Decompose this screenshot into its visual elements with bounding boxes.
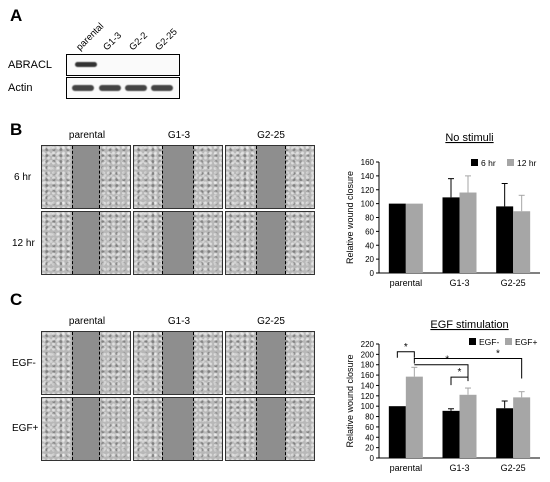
significance-bracket <box>413 358 523 379</box>
bar <box>388 203 406 273</box>
y-tick-label: 200 <box>361 350 375 359</box>
blot-strip-abracl <box>66 54 180 76</box>
bar <box>442 410 460 458</box>
x-tick-label: parental <box>390 278 423 288</box>
y-tick-label: 180 <box>361 361 375 370</box>
legend-swatch <box>505 338 512 345</box>
y-tick-label: 120 <box>361 186 375 195</box>
condition-label: parental <box>68 316 106 327</box>
micrograph-b-g1-3-6hr <box>133 145 223 209</box>
condition-label: parental <box>68 130 106 141</box>
panel-label-a: A <box>10 6 23 25</box>
row-label: 6 hr <box>14 172 32 183</box>
lane-label-g2-2: G2-2 <box>127 30 150 53</box>
band-actin-g2-2 <box>125 85 147 91</box>
bar <box>513 211 531 273</box>
micrograph-c-g1-3-egf-minus <box>133 331 223 395</box>
blot-strip-actin <box>66 77 180 99</box>
y-tick-label: 0 <box>370 454 375 463</box>
x-tick-label: parental <box>390 463 423 473</box>
micrograph-c-g2-25-egf-plus <box>225 397 315 461</box>
y-tick-label: 60 <box>365 423 374 432</box>
micrograph-b-parental-12hr <box>41 211 131 275</box>
y-tick-label: 100 <box>361 200 375 209</box>
row-label: EGF+ <box>12 423 39 434</box>
y-tick-label: 160 <box>361 158 375 167</box>
band-actin-g2-25 <box>151 85 173 91</box>
micrograph-b-g2-25-12hr <box>225 211 315 275</box>
significance-star: * <box>404 342 408 353</box>
lane-label-g2-25: G2-25 <box>153 26 180 53</box>
lane-label-parental: parental <box>74 20 107 53</box>
panel-label-b: B <box>10 120 23 139</box>
band-abracl-parental <box>75 62 97 67</box>
legend-swatch <box>507 159 514 166</box>
micrograph-c-g2-25-egf-minus <box>225 331 315 395</box>
significance-bracket <box>396 351 415 358</box>
y-tick-label: 120 <box>361 392 375 401</box>
y-tick-label: 140 <box>361 381 375 390</box>
chart-title: No stimuli <box>445 132 493 144</box>
chart-no-stimuli: No stimuli 0 20 40 60 80 100 120 140 160 Relative … <box>345 132 540 288</box>
significance-star: * <box>496 349 500 360</box>
bar <box>405 376 423 458</box>
significance-bracket <box>414 364 469 379</box>
legend-swatch <box>469 338 476 345</box>
significance-star: * <box>458 367 462 378</box>
x-tick-label: G2-25 <box>501 463 526 473</box>
bar <box>388 406 406 458</box>
bar <box>459 192 477 273</box>
y-tick-label: 60 <box>365 227 374 236</box>
condition-label: G1-3 <box>167 130 191 141</box>
y-tick-label: 100 <box>361 402 375 411</box>
significance-bracket <box>450 376 469 386</box>
panel-label-c: C <box>10 290 23 309</box>
bar <box>442 197 460 273</box>
band-actin-parental <box>72 85 94 91</box>
bar <box>496 206 514 273</box>
lane-label-g1-3: G1-3 <box>101 30 124 53</box>
chart-title: EGF stimulation <box>430 319 508 331</box>
y-tick-label: 40 <box>365 241 374 250</box>
blot-row-label-actin: Actin <box>8 82 33 94</box>
micrograph-c-parental-egf-minus <box>41 331 131 395</box>
micrograph-c-g1-3-egf-plus <box>133 397 223 461</box>
legend-label: EGF+ <box>515 337 537 347</box>
bar <box>496 408 514 458</box>
y-tick-label: 0 <box>370 269 375 278</box>
y-tick-label: 20 <box>365 255 374 264</box>
x-tick-label: G1-3 <box>449 278 469 288</box>
significance-star: * <box>445 355 449 366</box>
micrograph-b-parental-6hr <box>41 145 131 209</box>
y-tick-label: 220 <box>361 340 375 349</box>
legend-label: 12 hr <box>517 158 537 168</box>
y-tick-label: 20 <box>365 444 374 453</box>
bar <box>513 397 531 458</box>
y-tick-label: 160 <box>361 371 375 380</box>
y-tick-label: 140 <box>361 172 375 181</box>
y-tick-label: 80 <box>365 413 374 422</box>
bar <box>405 203 423 273</box>
x-tick-label: G1-3 <box>449 463 469 473</box>
bar <box>459 394 477 458</box>
legend-label: 6 hr <box>481 158 496 168</box>
micrograph-c-parental-egf-plus <box>41 397 131 461</box>
band-actin-g1-3 <box>99 85 121 91</box>
condition-label: G2-25 <box>257 130 285 141</box>
micrograph-b-g1-3-12hr <box>133 211 223 275</box>
x-tick-label: G2-25 <box>501 278 526 288</box>
condition-label: G2-25 <box>257 316 285 327</box>
blot-row-label-abracl: ABRACL <box>8 59 53 71</box>
row-label: 12 hr <box>12 238 35 249</box>
y-axis-label: Relative wound closure <box>345 354 355 447</box>
legend-label: EGF- <box>479 337 499 347</box>
legend-swatch <box>471 159 478 166</box>
micrograph-b-g2-25-6hr <box>225 145 315 209</box>
y-axis-label: Relative wound closure <box>345 171 355 264</box>
y-tick-label: 80 <box>365 214 374 223</box>
row-label: EGF- <box>12 358 36 369</box>
y-tick-label: 40 <box>365 433 374 442</box>
condition-label: G1-3 <box>167 316 191 327</box>
